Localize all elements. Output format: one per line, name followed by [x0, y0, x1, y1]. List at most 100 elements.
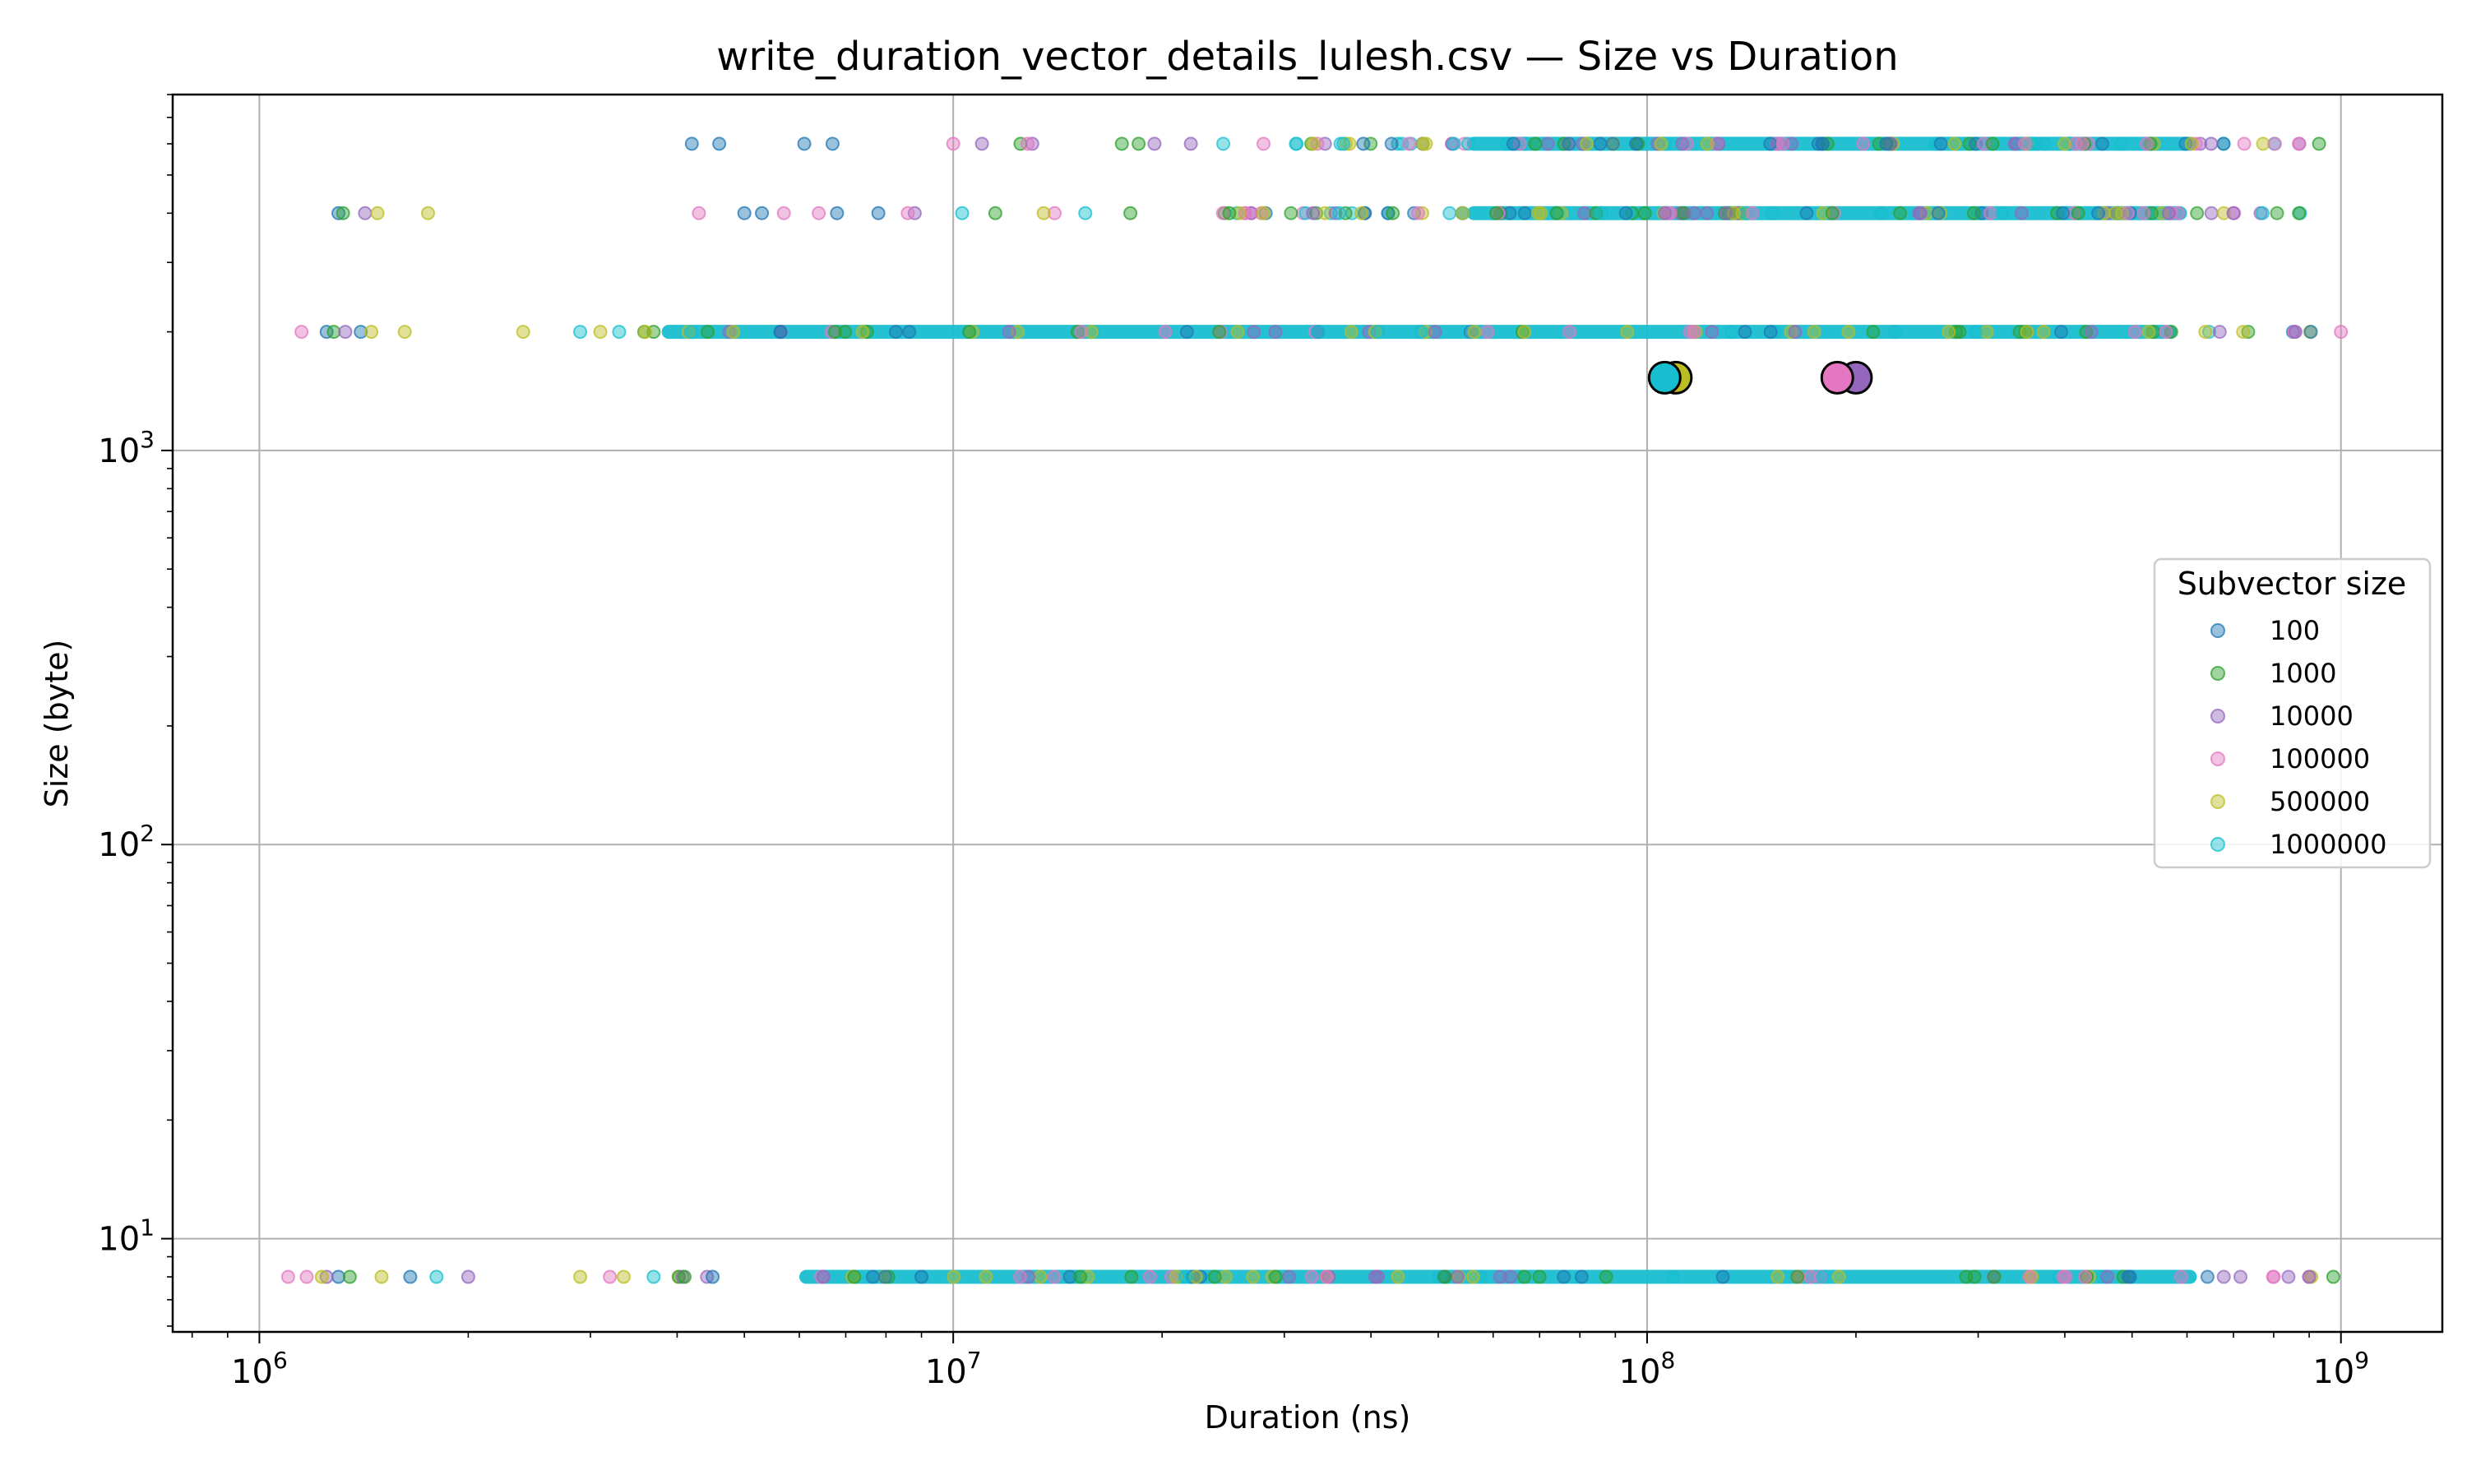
data-point: [299, 1269, 314, 1284]
data-point: [1540, 136, 1555, 151]
data-point: [2100, 1269, 2115, 1284]
data-point: [1577, 206, 1592, 220]
data-point: [1306, 206, 1321, 220]
data-point: [2075, 136, 2090, 151]
data-point: [2155, 206, 2169, 220]
tick-base: 10: [98, 1221, 140, 1259]
data-point: [677, 1269, 692, 1284]
data-point: [354, 325, 368, 340]
data-point: [1493, 1269, 1507, 1284]
data-point: [1985, 136, 2000, 151]
data-point: [2094, 136, 2109, 151]
legend-marker: [2210, 709, 2225, 724]
data-point: [1841, 325, 1856, 340]
data-point: [974, 136, 989, 151]
data-point: [1354, 206, 1368, 220]
data-point: [2121, 1269, 2136, 1284]
data-point: [1680, 136, 1695, 151]
data-point: [1268, 1269, 1283, 1284]
data-point: [1987, 1269, 2002, 1284]
data-point: [1414, 325, 1428, 340]
data-point: [1557, 136, 1571, 151]
data-point: [2237, 136, 2252, 151]
data-point: [2292, 206, 2307, 220]
data-point: [1933, 136, 1948, 151]
data-point: [1460, 136, 1475, 151]
data-point: [397, 325, 412, 340]
data-point: [1763, 136, 1778, 151]
data-point: [1207, 1269, 1222, 1284]
data-point: [900, 206, 915, 220]
tick-base: 10: [231, 1353, 273, 1391]
data-point: [638, 325, 653, 340]
data-point: [1073, 1269, 1088, 1284]
data-point: [338, 325, 353, 340]
data-point: [1983, 206, 1997, 220]
tick-exponent: 3: [140, 426, 155, 453]
data-point: [1675, 136, 1690, 151]
data-point: [1947, 136, 1962, 151]
tick-exponent: 8: [1660, 1347, 1675, 1374]
data-point: [1594, 206, 1608, 220]
data-point: [1391, 1269, 1405, 1284]
data-point: [1654, 136, 1669, 151]
x-axis-label: Duration (ns): [1205, 1399, 1411, 1435]
data-point: [516, 325, 530, 340]
data-point: [2078, 1269, 2093, 1284]
data-point: [1230, 325, 1245, 340]
data-point: [2020, 325, 2034, 340]
tick-exponent: 2: [140, 820, 155, 847]
data-point: [684, 136, 699, 151]
y-axis-label: Size (byte): [39, 640, 75, 808]
data-point: [593, 325, 608, 340]
data-point: [706, 1269, 720, 1284]
data-point: [1893, 206, 1908, 220]
mean-markers: [1647, 360, 1873, 395]
data-point: [1815, 136, 1830, 151]
data-point: [1401, 136, 1416, 151]
tick-exponent: 1: [140, 1214, 155, 1241]
data-point: [1310, 136, 1325, 151]
data-point: [1164, 1269, 1178, 1284]
data-point: [1620, 325, 1635, 340]
data-point: [2216, 1269, 2231, 1284]
data-point: [1450, 1269, 1465, 1284]
data-point: [1503, 1269, 1518, 1284]
data-point: [2022, 1269, 2037, 1284]
data-point: [965, 325, 980, 340]
data-point: [859, 325, 874, 340]
data-point: [827, 325, 842, 340]
data-point: [331, 206, 346, 220]
data-point: [1256, 206, 1271, 220]
data-point: [988, 206, 1002, 220]
data-point: [2067, 206, 2081, 220]
data-point: [1506, 136, 1520, 151]
data-point: [701, 325, 715, 340]
data-point: [797, 136, 812, 151]
data-point: [1419, 325, 1433, 340]
data-point: [1298, 206, 1313, 220]
data-point: [855, 325, 870, 340]
x-tick-label: 109: [2312, 1347, 2369, 1391]
data-point: [1995, 206, 2010, 220]
data-point: [692, 206, 706, 220]
data-point: [1158, 325, 1173, 340]
legend-label: 100000: [2270, 743, 2370, 774]
data-point: [1768, 325, 1783, 340]
legend-marker: [2210, 837, 2225, 852]
data-point: [1002, 325, 1016, 340]
data-point: [2270, 206, 2284, 220]
data-point: [2292, 136, 2307, 151]
data-point: [2204, 136, 2219, 151]
legend-box: [2153, 557, 2432, 869]
data-point: [1256, 136, 1271, 151]
data-point: [1502, 206, 1517, 220]
data-point: [2226, 206, 2241, 220]
data-point: [2256, 136, 2270, 151]
data-point: [2161, 206, 2176, 220]
data-point: [838, 325, 853, 340]
data-point: [1763, 325, 1778, 340]
data-point: [1700, 136, 1715, 151]
data-point: [1193, 1269, 1208, 1284]
data-point: [1123, 206, 1138, 220]
